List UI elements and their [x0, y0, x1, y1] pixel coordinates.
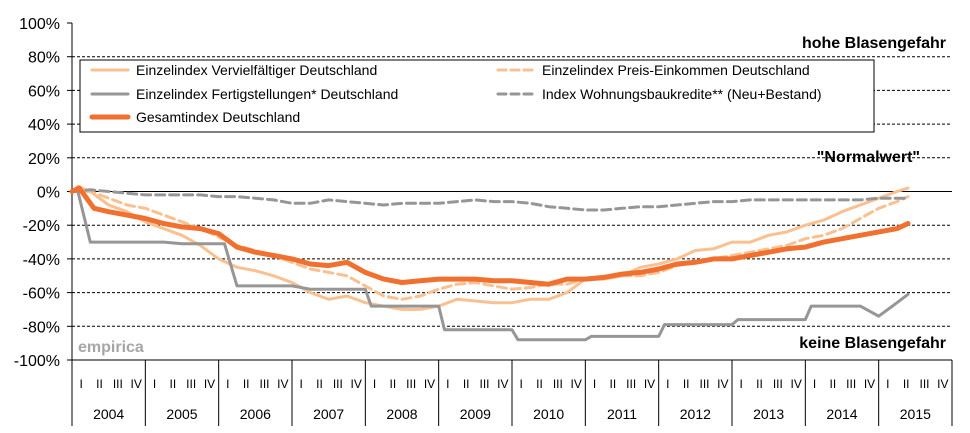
year-label: 2007 — [313, 406, 344, 422]
year-label: 2006 — [240, 406, 271, 422]
brand-logo-text: empirica — [78, 339, 144, 356]
y-tick-label: -20% — [23, 218, 60, 235]
year-label: 2010 — [533, 406, 564, 422]
quarter-tick-label: IV — [644, 377, 655, 391]
quarter-tick-label: I — [79, 377, 82, 391]
quarter-tick-label: I — [299, 377, 302, 391]
quarter-tick-label: I — [373, 377, 376, 391]
legend-box — [79, 59, 875, 133]
legend-entry: Einzelindex Vervielfältiger Deutschland — [136, 62, 377, 78]
quarter-tick-label: I — [813, 377, 816, 391]
y-tick-label: 20% — [28, 151, 60, 168]
quarter-tick-label: II — [756, 377, 763, 391]
quarter-tick-label: II — [683, 377, 690, 391]
legend-entry: Gesamtindex Deutschland — [136, 109, 300, 125]
y-tick-label: -100% — [14, 353, 60, 370]
quarter-tick-label: IV — [937, 377, 948, 391]
quarter-tick-label: I — [886, 377, 889, 391]
y-tick-label: 0% — [37, 185, 60, 202]
year-label: 2012 — [680, 406, 711, 422]
quarter-tick-label: II — [316, 377, 323, 391]
y-tick-label: 60% — [28, 83, 60, 100]
year-label: 2011 — [607, 406, 637, 422]
legend-entry: Einzelindex Fertigstellungen* Deutschlan… — [136, 86, 398, 102]
quarter-tick-label: III — [846, 377, 856, 391]
quarter-tick-label: III — [919, 377, 929, 391]
y-tick-label: -60% — [23, 286, 60, 303]
year-label: 2014 — [826, 406, 857, 422]
quarter-tick-label: III — [553, 377, 563, 391]
series-line — [70, 190, 910, 342]
annotations: hohe Blasengefahr "Normalwert" keine Bla… — [78, 35, 946, 356]
quarter-tick-label: I — [593, 377, 596, 391]
quarter-tick-label: II — [536, 377, 543, 391]
quarter-tick-label: II — [243, 377, 250, 391]
quarter-tick-label: I — [226, 377, 229, 391]
series-line — [70, 188, 910, 212]
quarter-tick-label: IV — [350, 377, 361, 391]
annotation-no-risk: keine Blasengefahr — [799, 335, 946, 352]
quarter-tick-label: IV — [497, 377, 508, 391]
quarter-tick-label: IV — [277, 377, 288, 391]
y-tick-label: -40% — [23, 252, 60, 269]
quarter-tick-label: II — [389, 377, 396, 391]
quarter-tick-label: III — [626, 377, 636, 391]
quarter-tick-label: III — [479, 377, 489, 391]
quarter-tick-label: III — [406, 377, 416, 391]
quarter-tick-label: I — [446, 377, 449, 391]
quarter-tick-label: II — [829, 377, 836, 391]
year-label: 2009 — [460, 406, 491, 422]
y-tick-label: 80% — [28, 50, 60, 67]
legend-entry: Einzelindex Preis-Einkommen Deutschland — [542, 62, 810, 78]
quarter-tick-label: I — [739, 377, 742, 391]
quarter-tick-label: IV — [204, 377, 215, 391]
series-line — [69, 185, 911, 287]
quarter-tick-label: III — [113, 377, 123, 391]
quarter-tick-label: IV — [424, 377, 435, 391]
quarter-tick-label: I — [519, 377, 522, 391]
quarter-tick-label: IV — [130, 377, 141, 391]
quarter-tick-label: II — [903, 377, 910, 391]
year-label: 2015 — [900, 406, 931, 422]
quarter-tick-label: II — [96, 377, 103, 391]
legend-entry: Index Wohnungsbaukredite** (Neu+Bestand) — [542, 86, 822, 102]
annotation-normal-value: "Normalwert" — [817, 149, 920, 166]
year-label: 2013 — [753, 406, 784, 422]
quarter-tick-label: IV — [717, 377, 728, 391]
quarter-tick-label: II — [609, 377, 616, 391]
quarter-tick-label: IV — [864, 377, 875, 391]
annotation-high-risk: hohe Blasengefahr — [802, 35, 946, 52]
year-label: 2008 — [386, 406, 417, 422]
year-label: 2005 — [166, 406, 197, 422]
y-tick-label: 100% — [19, 16, 60, 33]
quarter-tick-label: I — [153, 377, 156, 391]
quarter-tick-label: III — [699, 377, 709, 391]
legend: Einzelindex Vervielfältiger Deutschland E… — [79, 59, 875, 133]
quarter-tick-label: III — [773, 377, 783, 391]
quarter-tick-label: III — [259, 377, 269, 391]
quarter-tick-label: IV — [570, 377, 581, 391]
quarter-tick-label: II — [463, 377, 470, 391]
quarter-tick-label: IV — [790, 377, 801, 391]
quarter-tick-label: II — [169, 377, 176, 391]
quarter-tick-label: III — [186, 377, 196, 391]
quarter-tick-label: III — [333, 377, 343, 391]
quarter-tick-label: I — [666, 377, 669, 391]
series-layer — [69, 184, 911, 342]
y-tick-label: 40% — [28, 117, 60, 134]
y-tick-label: -80% — [23, 319, 60, 336]
year-label: 2004 — [93, 406, 124, 422]
